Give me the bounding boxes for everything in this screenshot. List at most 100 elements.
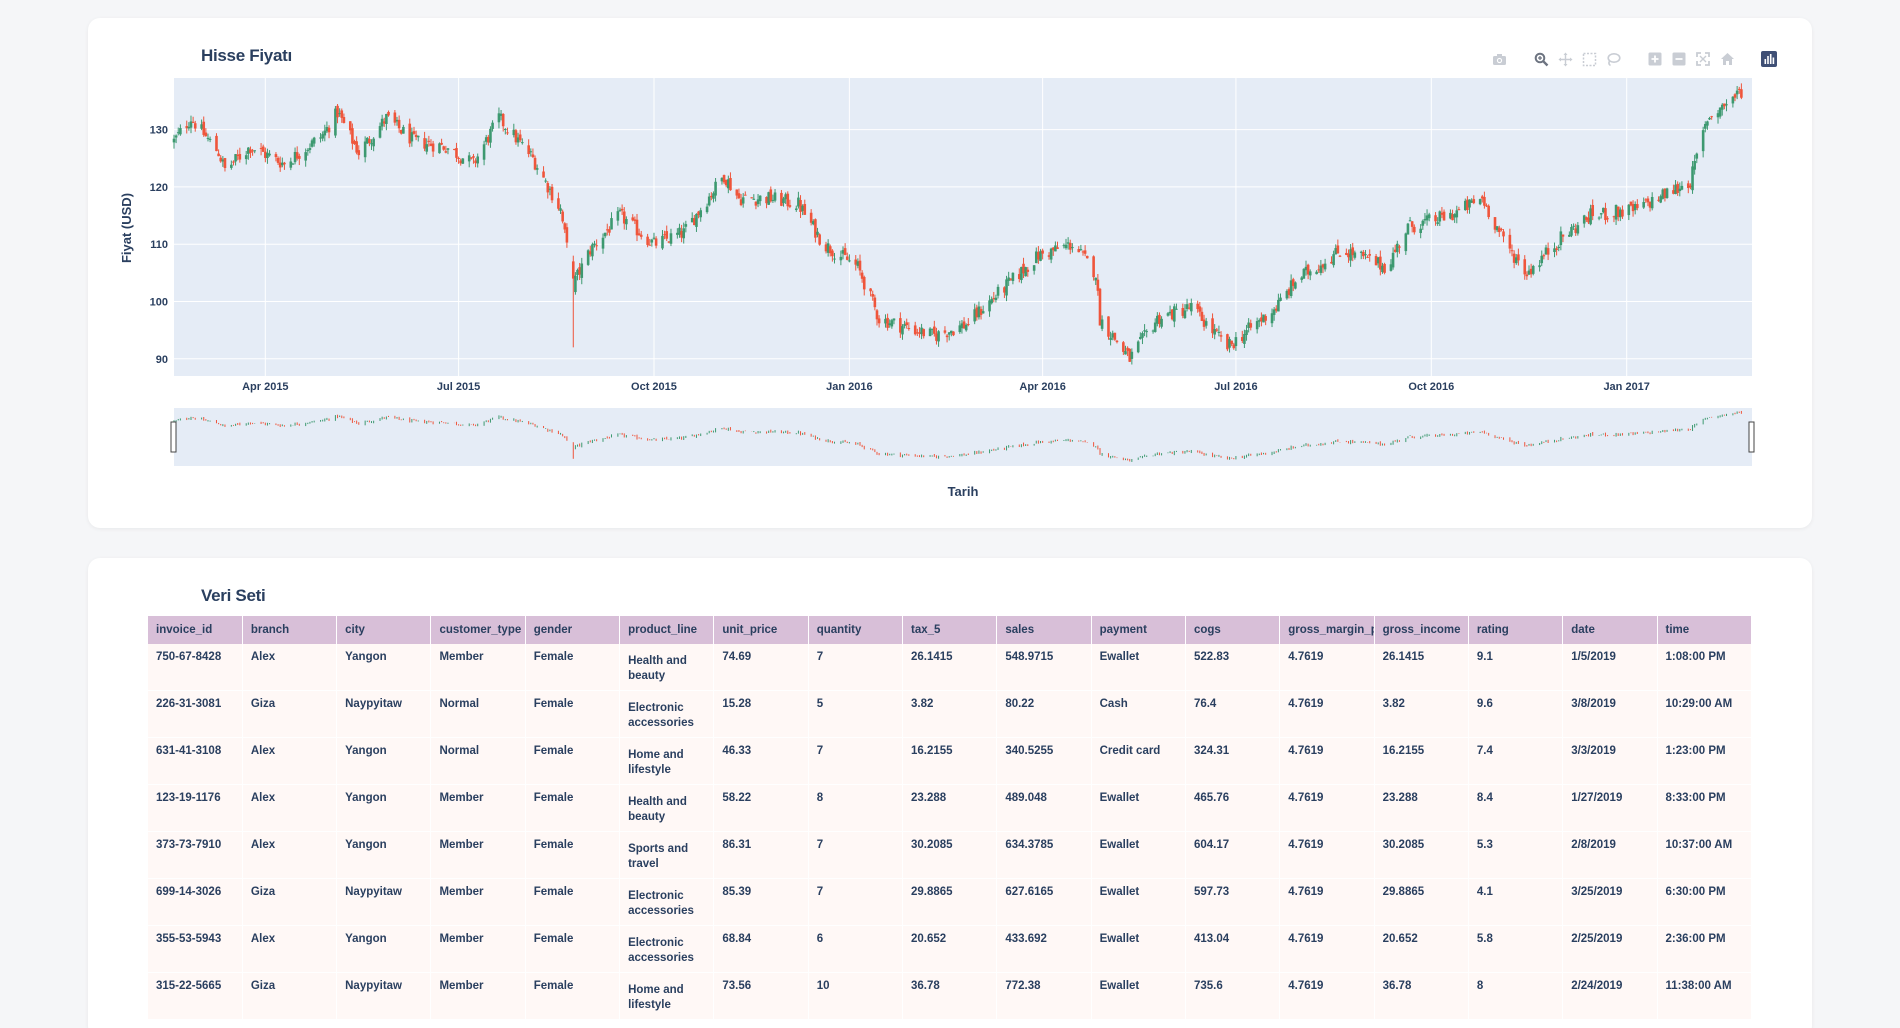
cell-gross-income: 29.8865 bbox=[1374, 878, 1469, 926]
candlestick-chart[interactable]: 90 100 110 120 130 Apr 2015 Jul 2015 Oct 2015 J… bbox=[88, 18, 1812, 528]
candle-body bbox=[697, 211, 700, 215]
candle-body bbox=[571, 261, 575, 279]
cell-product-line: Sports and travel bbox=[619, 831, 715, 879]
candle-body bbox=[1733, 94, 1737, 98]
candle-body bbox=[1368, 254, 1372, 256]
candle-body bbox=[368, 139, 371, 144]
table-row: 373-73-7910 Alex Yangon Member Female Sports … bbox=[148, 831, 1752, 879]
cell-tax-5: 23.288 bbox=[902, 784, 998, 832]
candle-body bbox=[848, 260, 851, 262]
candle bbox=[1351, 242, 1355, 262]
candle bbox=[769, 186, 773, 203]
candle bbox=[1141, 331, 1144, 345]
cell-branch: Alex bbox=[242, 831, 338, 879]
candle-body bbox=[1017, 274, 1021, 280]
candle-body bbox=[1691, 166, 1694, 191]
cell-time: 2:36:00 PM bbox=[1657, 925, 1752, 973]
candle-body bbox=[862, 276, 866, 290]
candle-body bbox=[724, 179, 728, 186]
candle-body bbox=[244, 155, 248, 160]
candle-body bbox=[499, 113, 503, 116]
candle-body bbox=[1710, 116, 1713, 118]
candle-body bbox=[338, 113, 341, 115]
candle bbox=[1359, 250, 1363, 260]
candle-body bbox=[1674, 184, 1677, 195]
table-header-row: invoice_id branch city customer_type gender p… bbox=[148, 616, 1752, 644]
box-select-icon[interactable] bbox=[1580, 50, 1598, 68]
candle-body bbox=[423, 138, 426, 149]
candle-body bbox=[461, 158, 465, 164]
candle bbox=[1376, 256, 1380, 268]
autoscale-icon[interactable] bbox=[1694, 50, 1712, 68]
candle-body bbox=[236, 154, 240, 157]
candle-body bbox=[1034, 251, 1038, 264]
pan-icon[interactable] bbox=[1556, 50, 1574, 68]
candle-body bbox=[1676, 183, 1679, 193]
candle-body bbox=[189, 121, 193, 128]
candle-body bbox=[1351, 247, 1355, 256]
candle-body bbox=[620, 208, 624, 211]
zoom-icon[interactable] bbox=[1532, 50, 1550, 68]
candle bbox=[1650, 192, 1654, 211]
candle-body bbox=[1614, 204, 1618, 220]
candle bbox=[1425, 209, 1429, 226]
camera-icon[interactable] bbox=[1490, 50, 1508, 68]
candle-body bbox=[531, 154, 535, 158]
candle-body bbox=[727, 179, 730, 189]
candle-body bbox=[710, 195, 713, 198]
candle bbox=[472, 153, 475, 164]
column-header-unit-price: unit_price bbox=[713, 616, 809, 644]
candle-body bbox=[1345, 252, 1348, 255]
candle bbox=[1270, 308, 1274, 328]
candle-body bbox=[981, 311, 985, 314]
candle bbox=[1599, 212, 1603, 219]
plot-area[interactable] bbox=[174, 78, 1752, 376]
candle-body bbox=[1158, 314, 1161, 325]
range-slider[interactable] bbox=[174, 408, 1752, 466]
candle bbox=[321, 131, 324, 142]
candle bbox=[1642, 197, 1645, 209]
candle bbox=[1723, 103, 1726, 110]
candle-body bbox=[472, 156, 475, 158]
candle bbox=[646, 233, 649, 248]
cell-rating: 7.4 bbox=[1468, 737, 1564, 785]
reset-axes-icon[interactable] bbox=[1718, 50, 1736, 68]
cell-invoice-id: 631-41-3108 bbox=[148, 737, 243, 785]
range-slider-left-handle[interactable] bbox=[170, 421, 177, 453]
candle bbox=[1379, 250, 1382, 276]
candle-body bbox=[1599, 213, 1603, 215]
candle bbox=[1538, 260, 1541, 272]
cell-payment: Credit card bbox=[1091, 737, 1186, 785]
candle bbox=[1517, 248, 1520, 266]
candle bbox=[1710, 115, 1713, 120]
candle-body bbox=[1338, 255, 1342, 257]
candle-body bbox=[512, 129, 516, 136]
cell-rating: 5.3 bbox=[1468, 831, 1564, 879]
candle-body bbox=[1720, 104, 1724, 110]
candle-body bbox=[754, 201, 758, 206]
column-header-cogs: cogs bbox=[1185, 616, 1281, 644]
candle bbox=[1523, 255, 1527, 280]
candle bbox=[1410, 221, 1414, 233]
lasso-icon[interactable] bbox=[1604, 50, 1622, 68]
plotly-logo-icon[interactable] bbox=[1760, 50, 1778, 68]
candle bbox=[1514, 254, 1518, 265]
candle-body bbox=[516, 137, 520, 143]
candle-body bbox=[888, 323, 892, 326]
cell-branch: Alex bbox=[242, 644, 338, 691]
candle bbox=[697, 210, 700, 219]
candle-body bbox=[967, 323, 970, 325]
candle bbox=[453, 148, 456, 151]
table-card: Veri Seti invoice_id branch city customer_t… bbox=[88, 558, 1812, 1028]
candle-body bbox=[922, 329, 926, 337]
candle-body bbox=[1627, 204, 1631, 216]
zoom-in-icon[interactable] bbox=[1646, 50, 1664, 68]
table-row: 750-67-8428 Alex Yangon Member Female Health … bbox=[148, 644, 1752, 691]
candle bbox=[735, 189, 739, 200]
candle-body bbox=[1056, 247, 1059, 249]
zoom-out-icon[interactable] bbox=[1670, 50, 1688, 68]
candle bbox=[845, 252, 849, 261]
candle bbox=[1570, 224, 1573, 238]
range-slider-right-handle[interactable] bbox=[1748, 421, 1755, 453]
candle-body bbox=[695, 213, 698, 227]
